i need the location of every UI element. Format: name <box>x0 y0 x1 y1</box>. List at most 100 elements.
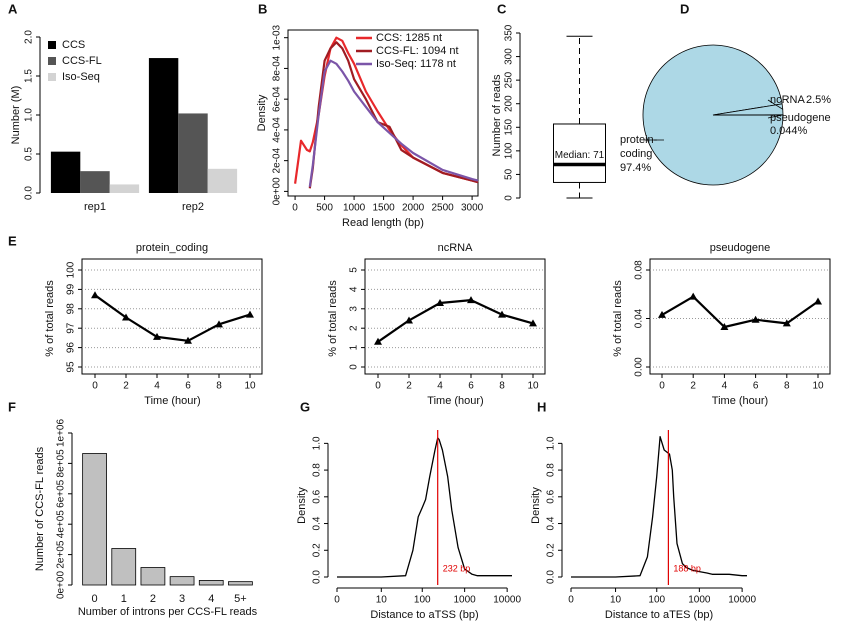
pie-leader <box>767 114 784 119</box>
panel-letter: G <box>300 399 310 414</box>
x-tick-label: 0 <box>292 203 298 214</box>
panel-letter: F <box>8 399 16 414</box>
data-line <box>661 295 819 329</box>
point-marker <box>122 313 130 321</box>
x-tick-label: 4 <box>154 381 160 392</box>
y-tick-label: 0.5 <box>24 147 35 161</box>
y-axis-label: Density <box>296 487 308 524</box>
bar <box>109 184 140 193</box>
x-tick-label: 3 <box>179 593 185 605</box>
y-axis-label: Number of CCS-FL reads <box>34 446 46 571</box>
bar <box>178 113 208 193</box>
data-line <box>377 299 534 343</box>
y-tick-label: 0.2 <box>312 543 323 557</box>
y-tick-label: 300 <box>504 48 515 65</box>
x-tick-label: 4 <box>722 381 728 392</box>
y-axis-label: Number (M) <box>10 86 22 145</box>
point-marker <box>814 297 822 305</box>
bar <box>148 58 179 194</box>
panel-letter: E <box>8 233 17 248</box>
x-tick-label: 0 <box>659 381 665 392</box>
y-tick-label: 0.4 <box>546 516 557 530</box>
x-axis-label: Number of introns per CCS-FL reads <box>78 606 258 618</box>
point-marker <box>498 310 506 318</box>
y-tick-label: 0.0 <box>24 186 35 200</box>
y-tick-label: 2 <box>349 325 360 331</box>
x-tick-label: 10 <box>527 381 539 392</box>
x-tick-label: 1 <box>121 593 127 605</box>
y-tick-label: 8e-04 <box>272 55 283 81</box>
chart-title: ncRNA <box>438 242 474 254</box>
y-tick-label: 1e+06 <box>56 419 67 448</box>
x-tick-label: 10000 <box>728 595 756 606</box>
y-tick-label: 150 <box>504 119 515 136</box>
y-tick-label: 0.6 <box>312 489 323 503</box>
y-tick-label: 50 <box>504 168 515 180</box>
y-tick-label: 1.0 <box>24 108 35 122</box>
x-tick-label: 6 <box>185 381 191 392</box>
reference-label: 232 bp <box>443 563 471 573</box>
y-tick-label: 6e-04 <box>272 86 283 112</box>
legend-swatch <box>48 73 56 81</box>
pie-value-label: 2.5% <box>806 94 831 106</box>
x-tick-label: 6 <box>468 381 474 392</box>
bar <box>228 581 253 586</box>
bar <box>140 567 166 586</box>
y-tick-label: 4e+05 <box>56 510 67 539</box>
y-tick-label: 0.8 <box>546 463 557 477</box>
bar <box>198 580 224 586</box>
x-tick-label: 1000 <box>343 203 366 214</box>
y-tick-label: 1.0 <box>546 436 557 450</box>
y-tick-label: 0e+00 <box>272 177 283 206</box>
x-tick-label: 10 <box>812 381 824 392</box>
x-axis-label: Read length (bp) <box>342 217 424 229</box>
x-tick-label: 10000 <box>493 595 521 606</box>
box <box>553 123 606 183</box>
y-tick-label: 0.08 <box>634 260 645 280</box>
chart-title: pseudogene <box>710 242 771 254</box>
x-tick-label: 2 <box>690 381 696 392</box>
x-tick-label: 10 <box>610 595 622 606</box>
y-axis-label: % of total reads <box>612 280 624 357</box>
point-marker <box>405 316 413 324</box>
y-tick-label: 2e-04 <box>272 147 283 173</box>
plot-frame <box>287 29 479 197</box>
bar <box>169 576 195 586</box>
data-line <box>337 437 512 578</box>
y-tick-label: 97 <box>66 322 77 334</box>
x-tick-label: 8 <box>499 381 505 392</box>
panel-letter: B <box>258 1 267 16</box>
data-line <box>94 294 251 342</box>
point-marker <box>246 310 254 318</box>
chart-title: protein_coding <box>136 242 208 254</box>
y-tick-label: 0 <box>504 195 515 201</box>
y-tick-label: 200 <box>504 95 515 112</box>
bar <box>80 171 110 193</box>
y-tick-label: 0.4 <box>312 516 323 530</box>
pie-label: pseudogene <box>770 112 831 124</box>
point-marker <box>658 310 666 318</box>
x-tick-label: 8 <box>216 381 222 392</box>
panel-letter: D <box>680 1 689 16</box>
x-tick-label: 0 <box>92 593 98 605</box>
point-marker <box>529 319 537 327</box>
y-tick-label: 0.8 <box>312 463 323 477</box>
x-tick-label: 2000 <box>402 203 425 214</box>
bar <box>207 168 238 193</box>
x-tick-label: 3000 <box>461 203 484 214</box>
x-tick-label: 4 <box>437 381 443 392</box>
y-tick-label: 0.00 <box>634 357 645 377</box>
y-axis-label: % of total reads <box>44 280 56 357</box>
x-axis-label: Distance to aTES (bp) <box>605 609 713 621</box>
data-line <box>308 41 479 189</box>
x-tick-label: 8 <box>784 381 790 392</box>
y-tick-label: 100 <box>504 142 515 159</box>
y-axis-label: Number of reads <box>491 74 503 156</box>
x-tick-label: 0 <box>375 381 381 392</box>
y-tick-label: 0.6 <box>546 489 557 503</box>
y-axis-label: % of total reads <box>327 280 339 357</box>
y-tick-label: 1.0 <box>312 436 323 450</box>
y-tick-label: 1e-03 <box>272 24 283 50</box>
y-tick-label: 99 <box>66 283 77 295</box>
x-tick-label: 5+ <box>234 593 247 605</box>
